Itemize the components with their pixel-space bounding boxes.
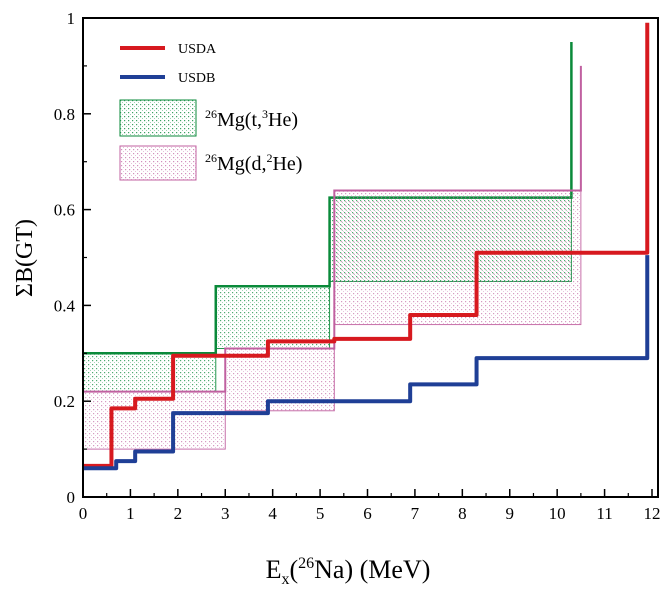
x-tick-label: 6 [363,504,372,523]
x-tick-label: 5 [316,504,325,523]
legend-t3he-label: 26Mg(t,3He) [205,107,298,131]
legend-d2he-label: 26Mg(d,2He) [205,151,302,175]
x-tick-label: 9 [506,504,515,523]
x-tick-label: 11 [596,504,612,523]
band-bin-0-0 [82,352,217,393]
y-tick-label: 1 [67,9,76,28]
series-line-usda [83,22,650,468]
legend-d2he-swatch [119,145,197,181]
band-bin-1-2 [333,189,582,326]
y-tick-label: 0.6 [54,201,75,220]
x-tick-label: 10 [549,504,566,523]
y-tick-label: 0.8 [54,105,75,124]
band-upper-edge-1 [83,65,582,393]
x-tick-label: 2 [174,504,183,523]
x-tick-label: 4 [268,504,277,523]
x-tick-label: 7 [411,504,420,523]
y-axis-label: ΣB(GT) [12,219,38,297]
series-line-usdb [83,255,650,471]
x-axis-label: Ex(26Na) (MeV) [266,555,431,588]
x-tick-label: 1 [126,504,135,523]
legend-t3he-swatch [119,99,197,137]
legend-usdb-label: USDB [178,71,215,86]
x-tick-label: 3 [221,504,230,523]
x-tick-label: 12 [644,504,661,523]
band-bin-1-0 [82,391,226,450]
y-tick-label: 0.2 [54,392,75,411]
legend-usda-label: USDA [178,42,217,57]
x-tick-label: 8 [458,504,467,523]
x-tick-label: 0 [79,504,88,523]
band-bin-0-1 [215,285,331,350]
y-tick-label: 0 [67,488,76,507]
y-tick-label: 0.4 [54,296,76,315]
